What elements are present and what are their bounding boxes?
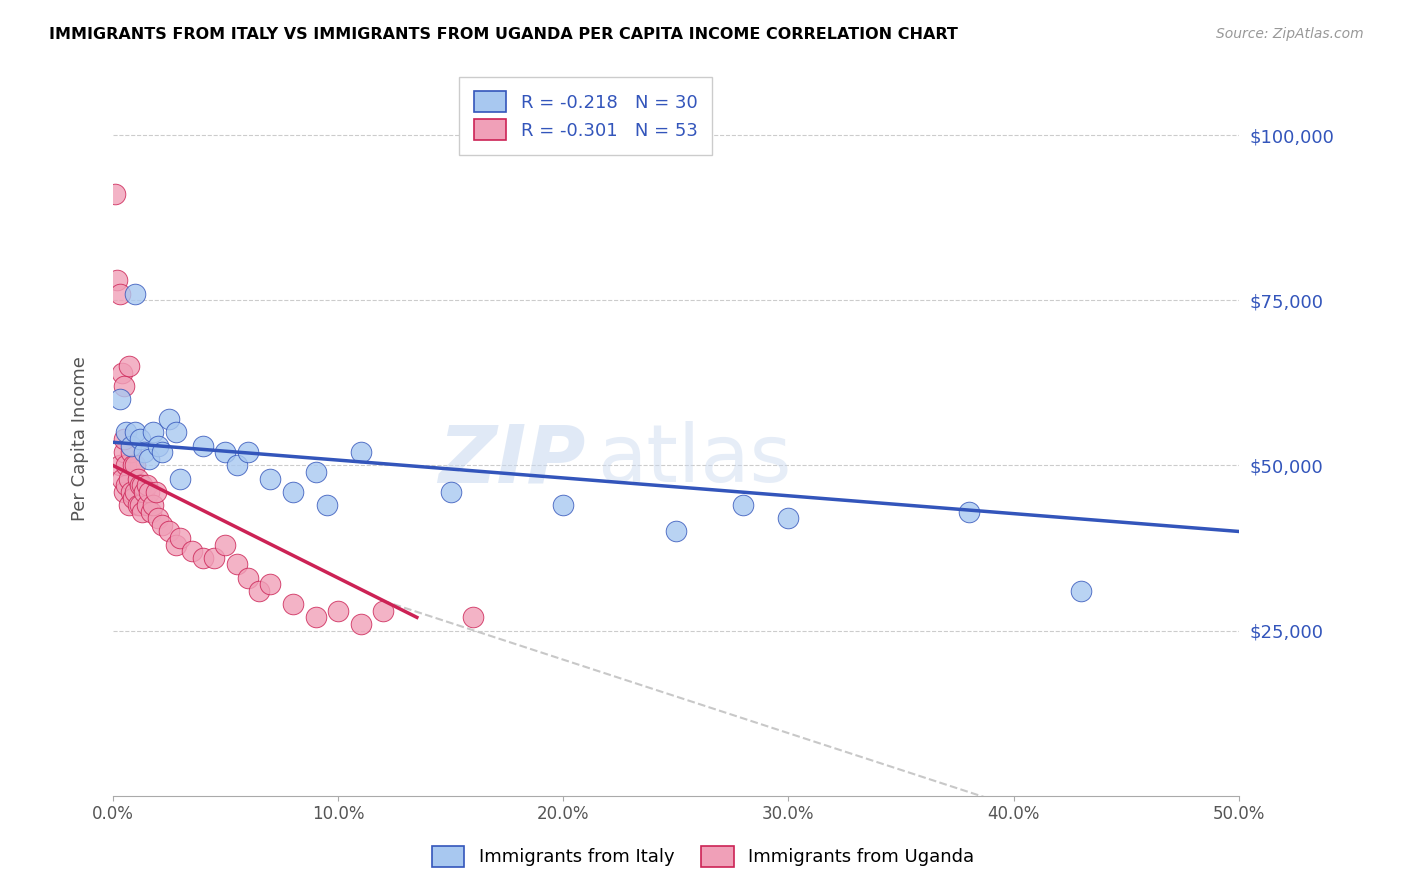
- Point: [115, 425, 138, 440]
- Point: [104, 187, 127, 202]
- Point: [281, 597, 304, 611]
- Point: [122, 491, 145, 506]
- Point: [304, 465, 326, 479]
- Point: [120, 439, 142, 453]
- Point: [131, 505, 153, 519]
- Point: [111, 366, 134, 380]
- Point: [124, 425, 146, 440]
- Point: [236, 445, 259, 459]
- Point: [142, 425, 165, 440]
- Point: [134, 484, 156, 499]
- Point: [128, 432, 150, 446]
- Point: [120, 484, 142, 499]
- Point: [157, 524, 180, 539]
- Point: [124, 286, 146, 301]
- Point: [112, 379, 135, 393]
- Point: [281, 484, 304, 499]
- Point: [124, 458, 146, 473]
- Point: [225, 558, 247, 572]
- Point: [131, 478, 153, 492]
- Point: [115, 478, 138, 492]
- Point: [202, 550, 225, 565]
- Point: [120, 445, 142, 459]
- Point: [165, 538, 187, 552]
- Text: IMMIGRANTS FROM ITALY VS IMMIGRANTS FROM UGANDA PER CAPITA INCOME CORRELATION CH: IMMIGRANTS FROM ITALY VS IMMIGRANTS FROM…: [49, 27, 957, 42]
- Point: [191, 550, 214, 565]
- Point: [259, 577, 281, 591]
- Point: [128, 498, 150, 512]
- Point: [135, 498, 157, 512]
- Point: [778, 511, 800, 525]
- Point: [105, 273, 128, 287]
- Point: [169, 472, 191, 486]
- Point: [112, 432, 135, 446]
- Text: ZIP: ZIP: [439, 421, 586, 500]
- Text: atlas: atlas: [598, 421, 792, 500]
- Point: [165, 425, 187, 440]
- Point: [135, 478, 157, 492]
- Legend: Immigrants from Italy, Immigrants from Uganda: Immigrants from Italy, Immigrants from U…: [425, 838, 981, 874]
- Point: [180, 544, 202, 558]
- Point: [112, 484, 135, 499]
- Point: [108, 286, 131, 301]
- Point: [553, 498, 575, 512]
- Point: [122, 458, 145, 473]
- Text: Source: ZipAtlas.com: Source: ZipAtlas.com: [1216, 27, 1364, 41]
- Point: [440, 484, 463, 499]
- Point: [146, 439, 169, 453]
- Point: [139, 505, 162, 519]
- Point: [150, 445, 173, 459]
- Point: [247, 583, 270, 598]
- Point: [1070, 583, 1092, 598]
- Point: [236, 571, 259, 585]
- Point: [191, 439, 214, 453]
- Point: [111, 472, 134, 486]
- Point: [117, 472, 139, 486]
- Point: [124, 484, 146, 499]
- Point: [463, 610, 485, 624]
- Point: [134, 445, 156, 459]
- Point: [145, 484, 167, 499]
- Point: [127, 472, 149, 486]
- Point: [138, 484, 160, 499]
- Point: [128, 478, 150, 492]
- Point: [117, 498, 139, 512]
- Point: [349, 445, 371, 459]
- Point: [150, 517, 173, 532]
- Y-axis label: Per Capita Income: Per Capita Income: [72, 357, 89, 522]
- Point: [349, 617, 371, 632]
- Point: [214, 445, 236, 459]
- Point: [112, 445, 135, 459]
- Point: [259, 472, 281, 486]
- Point: [127, 498, 149, 512]
- Legend: R = -0.218   N = 30, R = -0.301   N = 53: R = -0.218 N = 30, R = -0.301 N = 53: [460, 77, 711, 154]
- Point: [214, 538, 236, 552]
- Point: [315, 498, 337, 512]
- Point: [115, 458, 138, 473]
- Point: [371, 604, 394, 618]
- Point: [142, 498, 165, 512]
- Point: [733, 498, 755, 512]
- Point: [225, 458, 247, 473]
- Point: [304, 610, 326, 624]
- Point: [108, 392, 131, 407]
- Point: [326, 604, 349, 618]
- Point: [957, 505, 980, 519]
- Point: [146, 511, 169, 525]
- Point: [138, 451, 160, 466]
- Point: [117, 359, 139, 374]
- Point: [665, 524, 688, 539]
- Point: [169, 531, 191, 545]
- Point: [108, 458, 131, 473]
- Point: [157, 412, 180, 426]
